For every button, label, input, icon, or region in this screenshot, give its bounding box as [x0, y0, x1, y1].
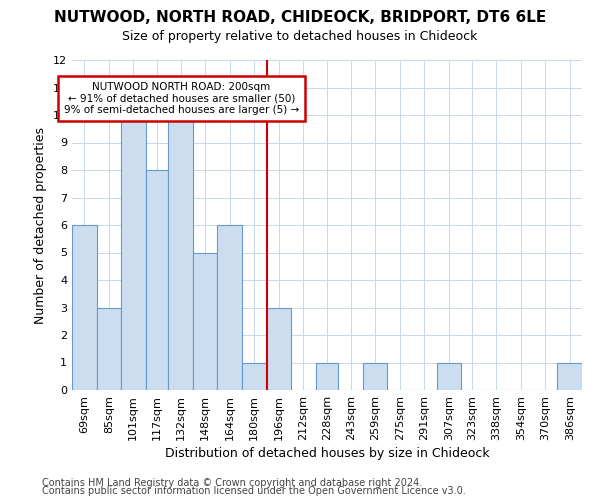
- Bar: [242, 362, 266, 390]
- Bar: [72, 225, 97, 390]
- Bar: [193, 252, 217, 390]
- Bar: [146, 170, 169, 390]
- Bar: [316, 362, 338, 390]
- Bar: [437, 362, 461, 390]
- Y-axis label: Number of detached properties: Number of detached properties: [34, 126, 47, 324]
- Bar: [363, 362, 388, 390]
- Text: Contains HM Land Registry data © Crown copyright and database right 2024.: Contains HM Land Registry data © Crown c…: [42, 478, 422, 488]
- Text: Size of property relative to detached houses in Chideock: Size of property relative to detached ho…: [122, 30, 478, 43]
- Bar: [266, 308, 291, 390]
- X-axis label: Distribution of detached houses by size in Chideock: Distribution of detached houses by size …: [164, 447, 490, 460]
- Text: NUTWOOD NORTH ROAD: 200sqm
← 91% of detached houses are smaller (50)
9% of semi-: NUTWOOD NORTH ROAD: 200sqm ← 91% of deta…: [64, 82, 299, 115]
- Text: NUTWOOD, NORTH ROAD, CHIDEOCK, BRIDPORT, DT6 6LE: NUTWOOD, NORTH ROAD, CHIDEOCK, BRIDPORT,…: [54, 10, 546, 25]
- Bar: [97, 308, 121, 390]
- Bar: [217, 225, 242, 390]
- Bar: [121, 115, 146, 390]
- Text: Contains public sector information licensed under the Open Government Licence v3: Contains public sector information licen…: [42, 486, 466, 496]
- Bar: [557, 362, 582, 390]
- Bar: [169, 115, 193, 390]
